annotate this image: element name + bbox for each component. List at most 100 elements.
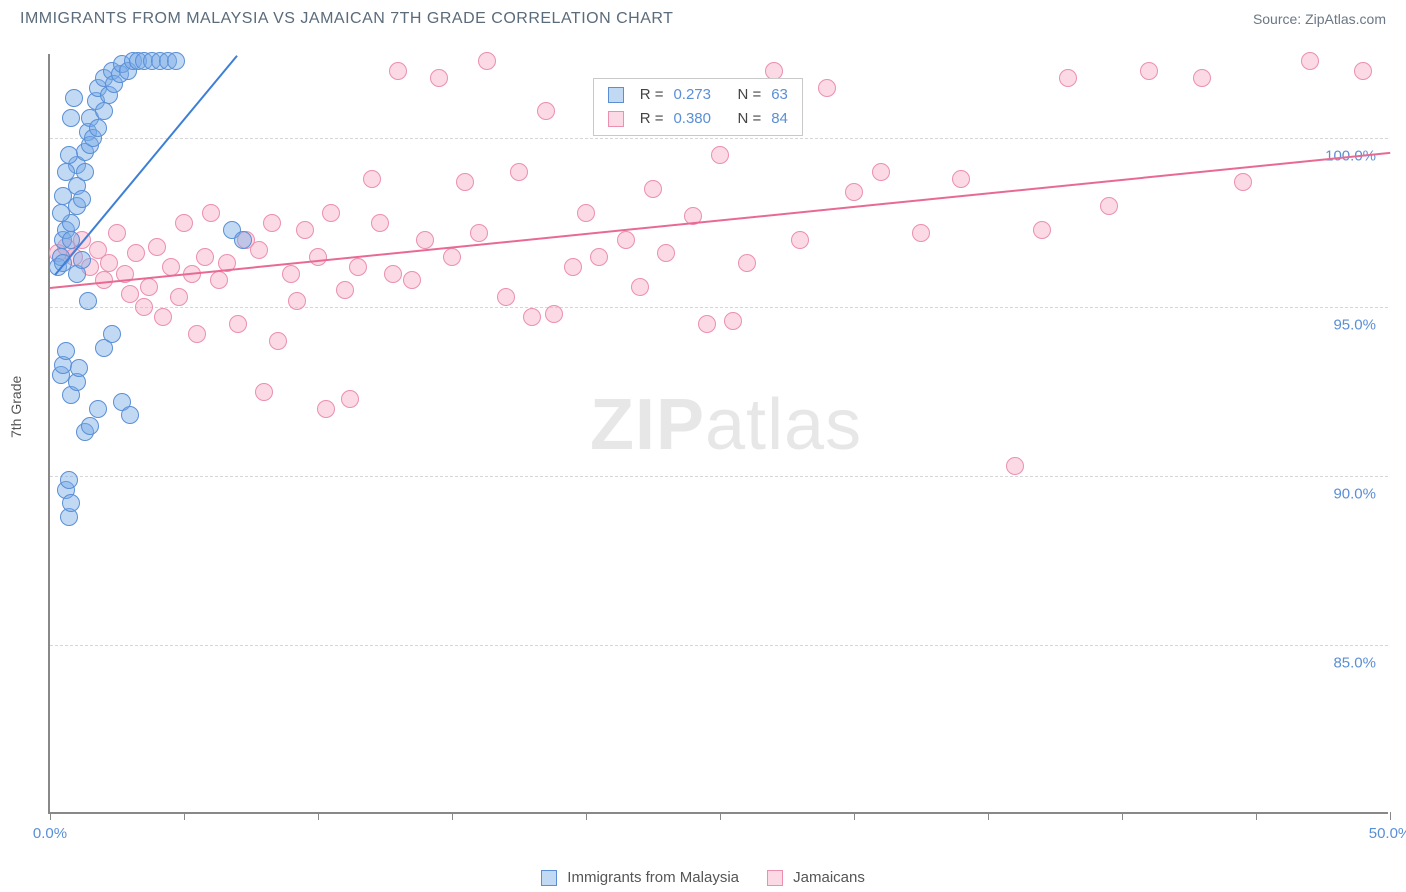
- blue-marker: [54, 187, 72, 205]
- x-tick: [1122, 812, 1123, 820]
- pink-marker: [456, 173, 474, 191]
- pink-marker: [403, 271, 421, 289]
- pink-marker: [577, 204, 595, 222]
- watermark: ZIPatlas: [590, 384, 862, 466]
- blue-marker: [62, 494, 80, 512]
- legend-swatch-blue: [541, 870, 557, 886]
- pink-marker: [657, 244, 675, 262]
- pink-marker: [296, 221, 314, 239]
- pink-marker: [818, 79, 836, 97]
- pink-marker: [288, 292, 306, 310]
- pink-marker: [202, 204, 220, 222]
- gridline: [50, 307, 1388, 308]
- blue-marker: [167, 52, 185, 70]
- pink-marker: [1140, 62, 1158, 80]
- y-tick-label: 90.0%: [1333, 486, 1376, 503]
- pink-marker: [127, 244, 145, 262]
- pink-marker: [371, 214, 389, 232]
- blue-marker: [95, 102, 113, 120]
- stats-swatch: [608, 87, 624, 103]
- pink-marker: [317, 400, 335, 418]
- pink-marker: [255, 383, 273, 401]
- stat-r-label: R =: [640, 83, 664, 107]
- pink-marker: [309, 248, 327, 266]
- pink-marker: [188, 325, 206, 343]
- pink-marker: [196, 248, 214, 266]
- gridline: [50, 476, 1388, 477]
- gridline: [50, 645, 1388, 646]
- pink-marker: [389, 62, 407, 80]
- x-tick: [988, 812, 989, 820]
- stats-box: R =0.273N =63R =0.380N =84: [593, 78, 803, 136]
- pink-marker: [545, 305, 563, 323]
- pink-marker: [872, 163, 890, 181]
- pink-marker: [363, 170, 381, 188]
- pink-marker: [108, 224, 126, 242]
- blue-marker: [73, 190, 91, 208]
- pink-marker: [523, 308, 541, 326]
- pink-marker: [263, 214, 281, 232]
- blue-marker: [76, 163, 94, 181]
- pink-marker: [1234, 173, 1252, 191]
- chart-title: IMMIGRANTS FROM MALAYSIA VS JAMAICAN 7TH…: [20, 10, 673, 28]
- blue-marker: [73, 251, 91, 269]
- stat-r-label: R =: [640, 107, 664, 131]
- stats-row: R =0.380N =84: [608, 107, 788, 131]
- pink-marker: [1301, 52, 1319, 70]
- pink-marker: [1100, 197, 1118, 215]
- x-tick-label: 50.0%: [1369, 825, 1406, 842]
- x-tick: [318, 812, 319, 820]
- pink-marker: [631, 278, 649, 296]
- pink-marker: [644, 180, 662, 198]
- pink-marker: [162, 258, 180, 276]
- pink-trend-line: [50, 152, 1390, 289]
- blue-marker: [121, 406, 139, 424]
- blue-marker: [60, 146, 78, 164]
- pink-marker: [698, 315, 716, 333]
- pink-marker: [269, 332, 287, 350]
- pink-marker: [912, 224, 930, 242]
- pink-marker: [336, 281, 354, 299]
- pink-marker: [711, 146, 729, 164]
- pink-marker: [349, 258, 367, 276]
- y-tick-label: 85.0%: [1333, 655, 1376, 672]
- y-axis-label: 7th Grade: [8, 376, 24, 438]
- pink-marker: [791, 231, 809, 249]
- pink-marker: [1059, 69, 1077, 87]
- stats-row: R = 0.273 N = 63: [608, 83, 788, 107]
- pink-marker: [470, 224, 488, 242]
- pink-marker: [250, 241, 268, 259]
- x-tick: [854, 812, 855, 820]
- legend-label: Immigrants from Malaysia: [567, 869, 739, 886]
- stat-n-value: 84: [771, 107, 788, 131]
- stat-r-value: 0.273: [673, 83, 727, 107]
- pink-marker: [443, 248, 461, 266]
- pink-marker: [590, 248, 608, 266]
- pink-marker: [140, 278, 158, 296]
- blue-marker: [70, 359, 88, 377]
- pink-marker: [1006, 457, 1024, 475]
- blue-marker: [62, 109, 80, 127]
- pink-marker: [617, 231, 635, 249]
- pink-marker: [738, 254, 756, 272]
- blue-marker: [81, 417, 99, 435]
- blue-marker: [103, 325, 121, 343]
- legend-swatch-pink: [767, 870, 783, 886]
- legend-item-malaysia: Immigrants from Malaysia: [541, 869, 739, 886]
- pink-marker: [564, 258, 582, 276]
- pink-marker: [148, 238, 166, 256]
- stat-n-label: N =: [737, 83, 761, 107]
- stats-swatch: [608, 111, 624, 127]
- x-tick: [184, 812, 185, 820]
- pink-marker: [1033, 221, 1051, 239]
- stat-n-value: 63: [771, 83, 788, 107]
- pink-marker: [430, 69, 448, 87]
- pink-marker: [497, 288, 515, 306]
- blue-marker: [79, 292, 97, 310]
- stat-n-label: N =: [737, 107, 761, 131]
- pink-marker: [341, 390, 359, 408]
- pink-marker: [170, 288, 188, 306]
- x-tick: [586, 812, 587, 820]
- y-tick-label: 95.0%: [1333, 317, 1376, 334]
- blue-marker: [89, 119, 107, 137]
